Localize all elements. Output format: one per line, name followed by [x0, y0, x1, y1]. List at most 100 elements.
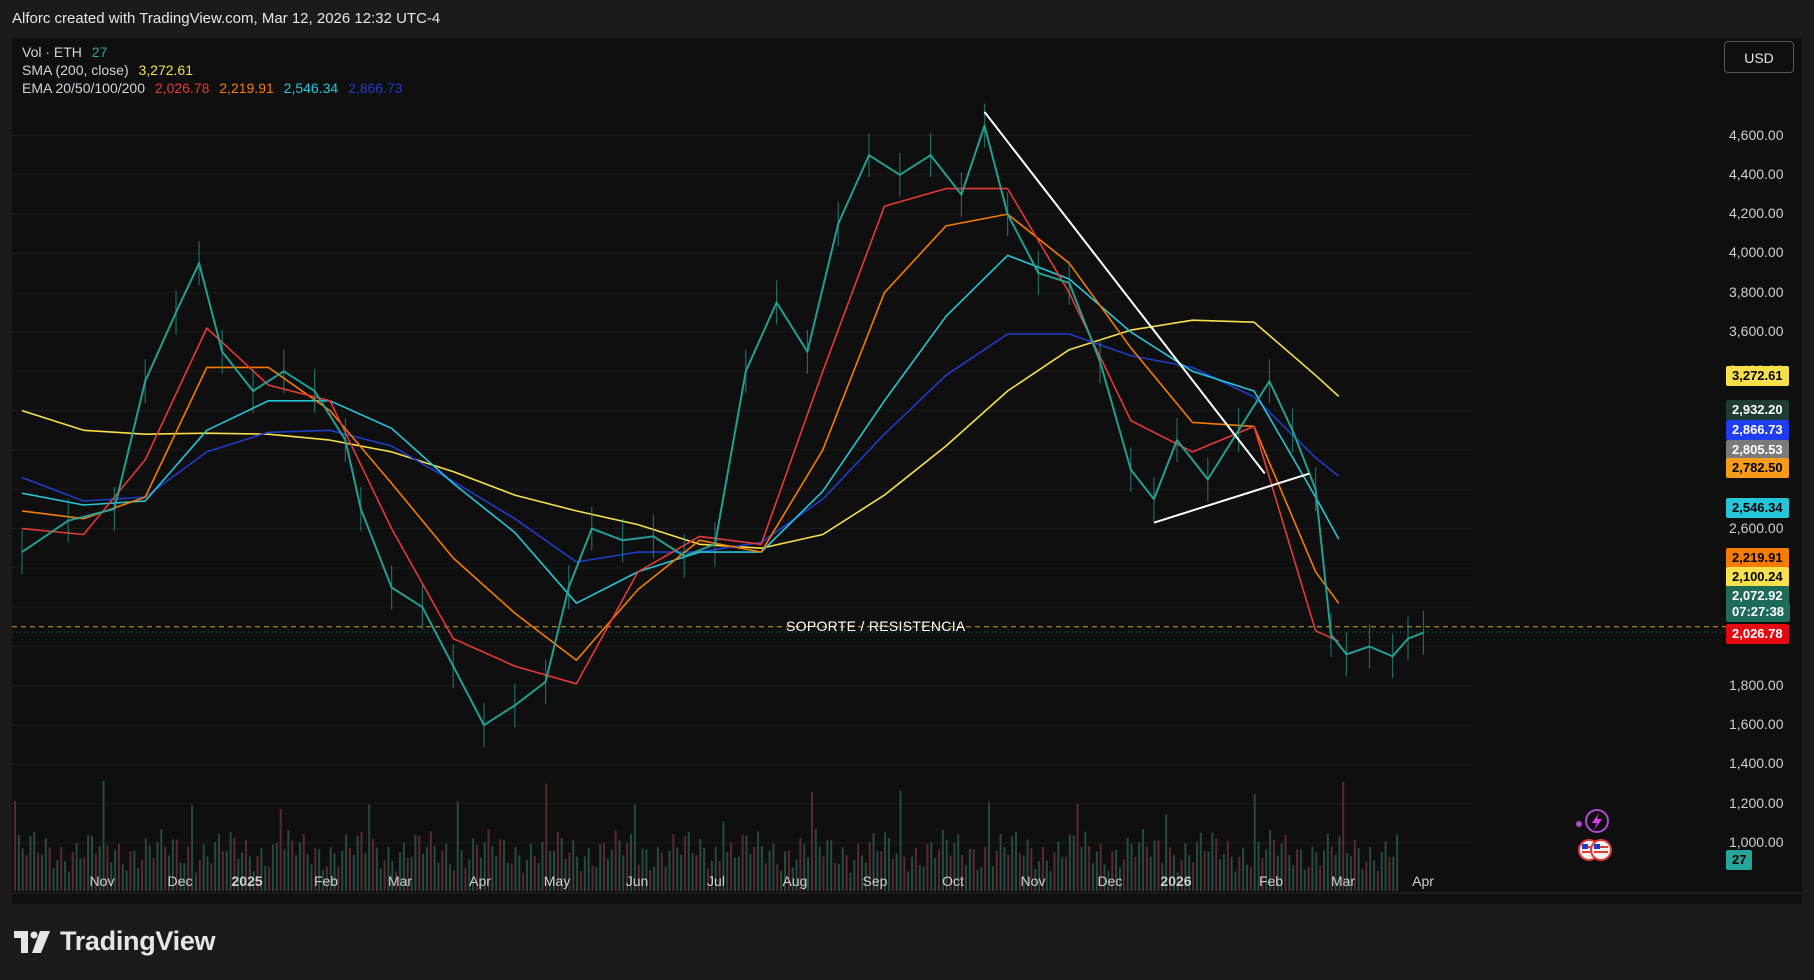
- volume-bar: [1107, 870, 1110, 891]
- volume-bar: [160, 829, 163, 891]
- ema-legend: EMA 20/50/100/200 2,026.78 2,219.91 2,54…: [22, 80, 409, 96]
- currency-button[interactable]: USD: [1724, 41, 1794, 73]
- volume-bar: [333, 853, 336, 891]
- y-axis-label: 4,400.00: [1729, 165, 1784, 182]
- volume-bar: [726, 852, 729, 891]
- volume-bar: [79, 858, 82, 891]
- volume-bar: [171, 839, 174, 891]
- chart-credit: Alforc created with TradingView.com, Mar…: [12, 10, 441, 27]
- volume-bar: [853, 860, 856, 891]
- volume-bar: [233, 837, 236, 891]
- volume-bar: [1338, 836, 1341, 891]
- volume-bar: [1222, 853, 1225, 891]
- x-axis-label: 2025: [231, 873, 263, 889]
- volume-bar: [968, 848, 971, 891]
- volume-bar: [822, 856, 825, 891]
- volume-bar: [1299, 849, 1302, 891]
- volume-bar: [1095, 851, 1098, 891]
- x-axis-label: Nov: [1020, 873, 1046, 889]
- volume-bar: [560, 837, 563, 891]
- volume-bar: [579, 871, 582, 891]
- volume-bar: [953, 842, 956, 891]
- volume-bar: [757, 831, 760, 891]
- volume-bar: [283, 849, 286, 891]
- volume-bar: [864, 862, 867, 891]
- volume-bar: [1292, 865, 1295, 891]
- volume-bar: [437, 862, 440, 891]
- x-axis-label: May: [543, 873, 571, 889]
- volume-bar: [1257, 841, 1260, 891]
- volume-bar: [506, 862, 509, 891]
- tradingview-logo-icon: [14, 930, 50, 953]
- y-axis-label: 1,800.00: [1729, 676, 1784, 693]
- volume-bar: [1045, 860, 1048, 891]
- volume-bar: [67, 871, 70, 891]
- volume-bar: [1111, 851, 1114, 891]
- sma-legend: SMA (200, close) 3,272.61: [22, 62, 199, 78]
- volume-bar: [510, 863, 513, 891]
- volume-bar: [25, 854, 28, 891]
- volume-bar: [849, 872, 852, 891]
- volume-bar: [1041, 846, 1044, 891]
- volume-bar: [468, 859, 471, 891]
- volume-bar: [911, 856, 914, 891]
- volume-bar: [1361, 869, 1364, 891]
- tradingview-logo[interactable]: TradingView: [14, 926, 216, 957]
- volume-bar: [1365, 861, 1368, 891]
- volume-bar: [40, 854, 43, 891]
- volume-bar: [722, 821, 725, 891]
- volume-bar: [156, 841, 159, 891]
- volume-bar: [583, 856, 586, 891]
- volume-bar: [464, 867, 467, 891]
- volume-bar: [1080, 846, 1083, 891]
- volume-bar: [664, 866, 667, 891]
- volume-bar: [980, 866, 983, 891]
- volume-badge: 27: [1726, 850, 1753, 870]
- volume-bar: [649, 869, 652, 891]
- volume-bar: [1169, 847, 1171, 891]
- volume-bar: [1261, 857, 1264, 891]
- volume-bar: [1195, 841, 1198, 891]
- volume-bar: [406, 858, 409, 891]
- chart-area[interactable]: Vol · ETH 27 SMA (200, close) 3,272.61 E…: [12, 38, 1802, 904]
- volume-bar: [1230, 856, 1233, 891]
- volume-bar: [1211, 832, 1214, 891]
- volume-bar: [807, 857, 810, 891]
- volume-bar: [784, 851, 786, 891]
- volume-bar: [275, 843, 278, 891]
- volume-bar: [907, 871, 910, 891]
- volume-bar: [364, 852, 367, 891]
- us-flag-icon: [1590, 839, 1612, 861]
- lightning-event-icon[interactable]: [1567, 806, 1613, 866]
- event-icons[interactable]: [1567, 806, 1613, 871]
- volume-bar: [1296, 849, 1299, 891]
- volume-bar: [268, 867, 271, 891]
- volume-bar: [1369, 846, 1372, 891]
- volume-bar: [1380, 852, 1383, 891]
- x-axis-label: Dec: [1097, 873, 1123, 889]
- price-chart[interactable]: [12, 38, 1802, 904]
- volume-bar: [202, 843, 205, 891]
- volume-bar: [676, 847, 679, 891]
- volume-bar: [637, 864, 640, 891]
- volume-bar: [1057, 841, 1060, 891]
- volume-bar: [221, 851, 224, 891]
- volume-bar: [591, 865, 594, 891]
- volume-bar: [56, 860, 59, 891]
- volume-bar: [887, 837, 890, 891]
- ema200-value: 2,866.73: [348, 80, 403, 96]
- volume-bar: [741, 834, 744, 891]
- volume-bar: [83, 857, 86, 891]
- volume-bar: [356, 835, 359, 891]
- volume-bar: [1165, 814, 1168, 891]
- volume-bar: [91, 836, 93, 891]
- volume-bar: [857, 843, 860, 891]
- volume-bar: [964, 864, 967, 891]
- volume-bar: [1280, 843, 1283, 891]
- ema50-value: 2,219.91: [219, 80, 274, 96]
- volume-bar: [399, 852, 401, 891]
- y-axis-label: 3,600.00: [1729, 323, 1784, 340]
- volume-bar: [1272, 839, 1275, 891]
- volume-bar: [491, 846, 494, 891]
- volume-bar: [499, 839, 502, 891]
